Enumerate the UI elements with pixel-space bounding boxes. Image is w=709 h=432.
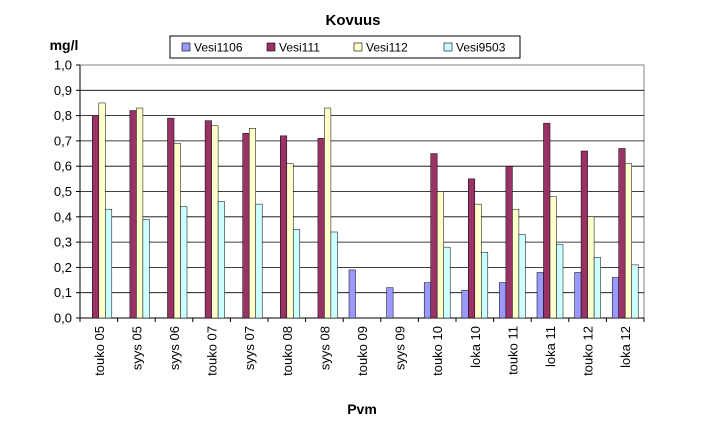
- bar-vesi112: [549, 196, 557, 319]
- bar-vesi1106: [611, 277, 619, 319]
- bar-vesi111: [430, 153, 438, 319]
- x-tick-label: syys 05: [129, 326, 144, 370]
- bar-vesi111: [468, 178, 476, 319]
- bar-vesi111: [543, 122, 551, 319]
- bar-vesi111: [167, 117, 175, 319]
- x-tick-label: syys 08: [317, 326, 332, 370]
- x-tick-label: syys 07: [242, 326, 257, 370]
- bar-vesi9503: [593, 257, 601, 319]
- bar-vesi9503: [631, 264, 639, 319]
- bar-vesi111: [580, 150, 588, 319]
- bar-vesi111: [242, 133, 250, 319]
- bar-vesi9503: [518, 234, 526, 319]
- bar-vesi111: [92, 115, 100, 319]
- bar-vesi9503: [255, 203, 263, 319]
- x-tick-label: loka 12: [618, 326, 633, 368]
- y-tick-label: 0,5: [54, 184, 72, 199]
- y-tick-label: 0,3: [54, 235, 72, 250]
- legend-label-vesi111: Vesi111: [279, 41, 320, 55]
- bar-vesi9503: [330, 231, 338, 319]
- x-tick-label: touko 10: [430, 326, 445, 376]
- legend-swatch-vesi111: [266, 42, 276, 52]
- bar-vesi112: [173, 143, 181, 319]
- x-tick-label: touko 12: [581, 326, 596, 376]
- bar-vesi112: [136, 107, 144, 319]
- plot-area: 0,0 0,1 0,2 0,3 0,4 0,5 0,6 0,7 0,8 0,9 1,0 touko 0…: [54, 58, 645, 376]
- bar-vesi9503: [217, 201, 225, 319]
- bar-vesi112: [436, 191, 444, 319]
- bar-vesi1106: [348, 269, 356, 319]
- y-tick-label: 0,2: [54, 260, 72, 275]
- bar-vesi1106: [499, 282, 507, 319]
- bar-vesi1106: [423, 282, 431, 319]
- bar-vesi111: [505, 165, 513, 319]
- x-tick-label: syys 09: [393, 326, 408, 370]
- legend-label-vesi1106: Vesi1106: [194, 41, 243, 55]
- x-axis-title: Pvm: [347, 401, 377, 417]
- x-tick-label: loka 10: [468, 326, 483, 368]
- legend-label-vesi9503: Vesi9503: [456, 41, 506, 55]
- y-axis-title: mg/l: [50, 37, 79, 53]
- bar-vesi112: [587, 216, 595, 319]
- bar-vesi111: [618, 148, 626, 319]
- y-tick-label: 0,0: [54, 311, 72, 326]
- bar-vesi112: [98, 102, 106, 319]
- bar-vesi9503: [556, 244, 564, 319]
- x-tick-label: touko 07: [205, 326, 220, 376]
- bar-vesi1106: [536, 272, 544, 319]
- bar-vesi112: [248, 128, 256, 319]
- y-tick-label: 0,6: [54, 159, 72, 174]
- x-tick-label: syys 06: [167, 326, 182, 370]
- bar-vesi9503: [105, 208, 113, 319]
- x-tick-label: touko 05: [92, 326, 107, 376]
- bar-vesi9503: [180, 206, 188, 319]
- x-tick-label: touko 08: [280, 326, 295, 376]
- bar-vesi9503: [293, 229, 301, 319]
- legend: Vesi1106 Vesi111 Vesi112 Vesi9503: [169, 35, 521, 59]
- x-tick-label: touko 09: [355, 326, 370, 376]
- legend-label-vesi112: Vesi112: [366, 41, 408, 55]
- y-tick-label: 0,8: [54, 108, 72, 123]
- y-tick-label: 1,0: [54, 58, 72, 73]
- y-tick-label: 0,7: [54, 133, 72, 148]
- legend-swatch-vesi1106: [181, 42, 191, 52]
- bar-vesi9503: [142, 219, 150, 319]
- bar-vesi111: [317, 138, 325, 319]
- bar-vesi112: [324, 107, 332, 319]
- legend-box: [169, 35, 521, 59]
- x-tick-label: touko 11: [505, 326, 520, 375]
- x-tick-label: loka 11: [543, 326, 558, 367]
- bar-vesi1106: [574, 272, 582, 319]
- y-tick-label: 0,1: [54, 285, 72, 300]
- bar-vesi111: [280, 135, 288, 319]
- bar-vesi1106: [386, 287, 394, 319]
- bar-vesi112: [286, 163, 294, 319]
- bar-vesi111: [129, 110, 137, 319]
- bar-vesi9503: [481, 251, 489, 319]
- bar-vesi111: [204, 120, 212, 319]
- bar-vesi112: [624, 163, 632, 319]
- bar-vesi9503: [443, 246, 451, 319]
- legend-swatch-vesi9503: [443, 42, 453, 52]
- y-tick-label: 0,9: [54, 83, 72, 98]
- bar-vesi112: [512, 208, 520, 319]
- y-tick-label: 0,4: [54, 209, 72, 224]
- bar-vesi1106: [461, 289, 469, 319]
- bar-vesi112: [474, 203, 482, 319]
- bar-vesi112: [211, 125, 219, 319]
- legend-swatch-vesi112: [353, 42, 363, 52]
- chart-title: Kovuus: [325, 12, 380, 29]
